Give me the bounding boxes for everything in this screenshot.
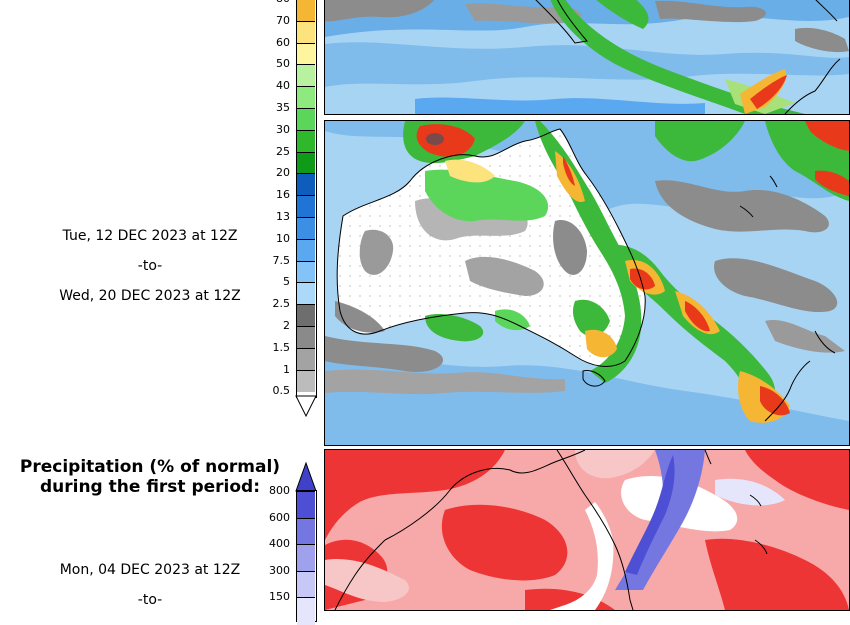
legend-tick-label: 35 [276,101,290,114]
legend-arrow-down-icon [295,395,317,417]
legend-tick-label: 30 [276,122,290,136]
map-precip-total [324,120,850,446]
panel-title-line2: during the first period: [39,477,261,497]
legend-tick-label: 0.5 [272,384,291,398]
legend-tick-label: 600 [269,510,290,524]
legend-swatch [297,173,315,197]
legend-swatch [297,326,315,349]
legend-tick-label: 20 [276,166,290,180]
period-start-date: Tue, 12 DEC 2023 at 12Z [62,228,238,244]
legend-tick-label: 2 [283,319,290,332]
legend-swatch [297,0,315,22]
legend-tick-label: 7.5 [272,253,291,267]
legend-swatch [297,108,315,131]
second-period-start-date: Mon, 04 DEC 2023 at 12Z [59,562,241,578]
legend-tick-label: 50 [276,57,290,71]
legend-swatch [297,86,315,109]
period-end-date: Wed, 20 DEC 2023 at 12Z [59,288,241,304]
legend-tick-label: 80 [250,0,290,5]
legend-tick-label: 40 [276,79,290,93]
legend-swatch [297,491,315,519]
legend-tick-label: 25 [276,144,290,158]
second-period-separator: -to- [137,592,163,608]
legend-swatch [297,151,315,175]
legend-swatch [297,217,315,240]
legend-tick-label: 60 [276,35,290,49]
legend-swatch [297,517,315,545]
legend-swatch [297,260,315,284]
legend-tick-label: 300 [269,563,290,577]
legend-swatch [297,20,315,44]
map-percent-normal [324,449,850,611]
period-separator: -to- [137,258,163,274]
map-top-partial [324,0,850,115]
legend-swatch [297,282,315,306]
legend-tick-label: 5 [283,275,290,289]
legend-tick-label: 16 [276,188,290,202]
legend-swatch [297,544,315,572]
legend-tick-label: 10 [276,231,290,245]
panel-title-line1: Precipitation (% of normal) [19,457,281,477]
legend-swatch [297,129,315,153]
legend-swatch [297,347,315,371]
legend-tick-label: 800 [269,484,290,497]
legend-swatch [297,369,315,393]
legend-swatch [297,570,315,598]
legend-arrow-up-icon [295,462,317,492]
legend-swatch [297,42,315,66]
legend-swatch [297,238,315,262]
legend-swatch [297,64,315,88]
legend-swatch [297,195,315,218]
legend-tick-label: 13 [276,210,290,223]
legend-tick-label: 2.5 [272,297,291,311]
legend-tick-label: 400 [269,537,290,550]
legend-tick-label: 1 [283,362,290,376]
legend-tick-label: 1.5 [272,340,291,354]
legend-swatch [297,304,315,327]
legend-tick-label: 70 [276,13,290,27]
